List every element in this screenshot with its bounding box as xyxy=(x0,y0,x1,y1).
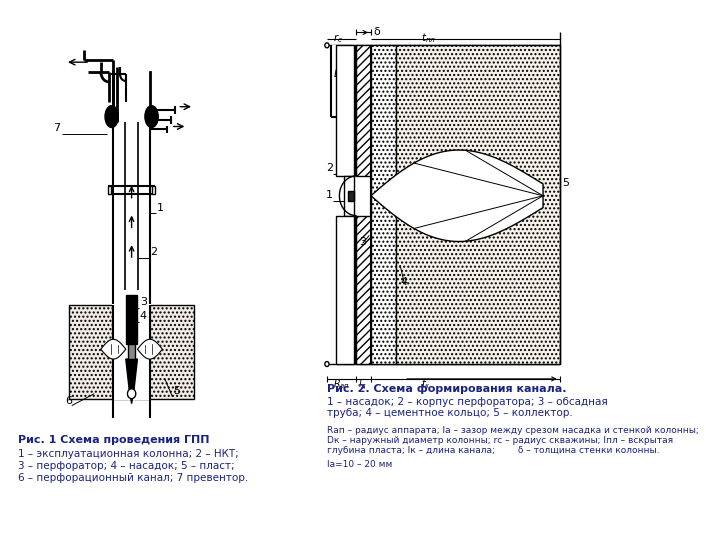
Text: Dк – наружный диаметр колонны; rс – радиус скважины; lпл – вскрытая: Dк – наружный диаметр колонны; rс – ради… xyxy=(327,436,673,445)
Text: 4: 4 xyxy=(400,277,408,287)
Text: 3 – перфоратор; 4 – насадок; 5 – пласт;: 3 – перфоратор; 4 – насадок; 5 – пласт; xyxy=(18,461,235,471)
Bar xyxy=(126,295,138,344)
Circle shape xyxy=(325,43,329,48)
Ellipse shape xyxy=(105,106,118,127)
Text: 1: 1 xyxy=(156,202,163,213)
Text: 5: 5 xyxy=(562,178,569,188)
Bar xyxy=(371,45,396,364)
Text: $D_к$: $D_к$ xyxy=(333,67,347,81)
Text: труба; 4 – цементное кольцо; 5 – коллектор.: труба; 4 – цементное кольцо; 5 – коллект… xyxy=(327,408,572,418)
Polygon shape xyxy=(126,359,138,389)
Text: Рис. 1 Схема проведения ГПП: Рис. 1 Схема проведения ГПП xyxy=(18,435,210,445)
Text: 3: 3 xyxy=(140,296,147,307)
Text: $t_{пл}$: $t_{пл}$ xyxy=(421,31,436,45)
Bar xyxy=(69,305,194,399)
Polygon shape xyxy=(138,339,163,359)
Text: δ: δ xyxy=(374,28,380,37)
Text: 2: 2 xyxy=(150,247,157,257)
Text: $R_{ап}$: $R_{ап}$ xyxy=(333,377,350,390)
Bar xyxy=(344,176,354,215)
Bar xyxy=(356,45,371,176)
Text: 1 – эксплуатационная колонна; 2 – НКТ;: 1 – эксплуатационная колонна; 2 – НКТ; xyxy=(18,449,238,459)
Bar xyxy=(153,186,155,194)
Bar xyxy=(336,215,354,364)
Bar xyxy=(356,215,371,364)
Text: 5: 5 xyxy=(174,386,180,396)
Text: 2: 2 xyxy=(326,163,333,173)
Bar xyxy=(348,191,354,201)
Text: глубина пласта; lк – длина канала;        δ – толщина стенки колонны.: глубина пласта; lк – длина канала; δ – т… xyxy=(327,446,660,455)
Text: Rап – радиус аппарата; lа – зазор между срезом насадка и стенкой колонны;: Rап – радиус аппарата; lа – зазор между … xyxy=(327,426,698,435)
Text: 1: 1 xyxy=(326,190,333,200)
Text: $r_c$: $r_c$ xyxy=(333,32,343,45)
Bar xyxy=(336,45,354,176)
Text: 6: 6 xyxy=(65,396,72,406)
Bar xyxy=(331,45,356,117)
Text: 3: 3 xyxy=(359,237,366,247)
Ellipse shape xyxy=(145,106,158,127)
Bar xyxy=(112,303,150,400)
Polygon shape xyxy=(371,150,543,241)
Circle shape xyxy=(325,362,329,367)
Text: $t_к$: $t_к$ xyxy=(421,377,431,390)
Text: 4: 4 xyxy=(140,312,147,321)
Text: 6 – перфорационный канал; 7 превентор.: 6 – перфорационный канал; 7 превентор. xyxy=(18,473,248,483)
Bar xyxy=(396,45,559,364)
Circle shape xyxy=(127,389,136,399)
Text: 7: 7 xyxy=(53,124,60,133)
Text: Рис. 2. Схема формирования канала.: Рис. 2. Схема формирования канала. xyxy=(327,384,567,394)
Text: 1 – насадок; 2 – корпус перфоратора; 3 – обсадная: 1 – насадок; 2 – корпус перфоратора; 3 –… xyxy=(327,396,608,407)
Polygon shape xyxy=(129,389,134,403)
Text: $l_д$: $l_д$ xyxy=(358,377,366,392)
Bar xyxy=(108,186,111,194)
Text: lа=10 – 20 мм: lа=10 – 20 мм xyxy=(327,460,392,469)
Polygon shape xyxy=(101,339,126,359)
Bar xyxy=(128,344,135,359)
